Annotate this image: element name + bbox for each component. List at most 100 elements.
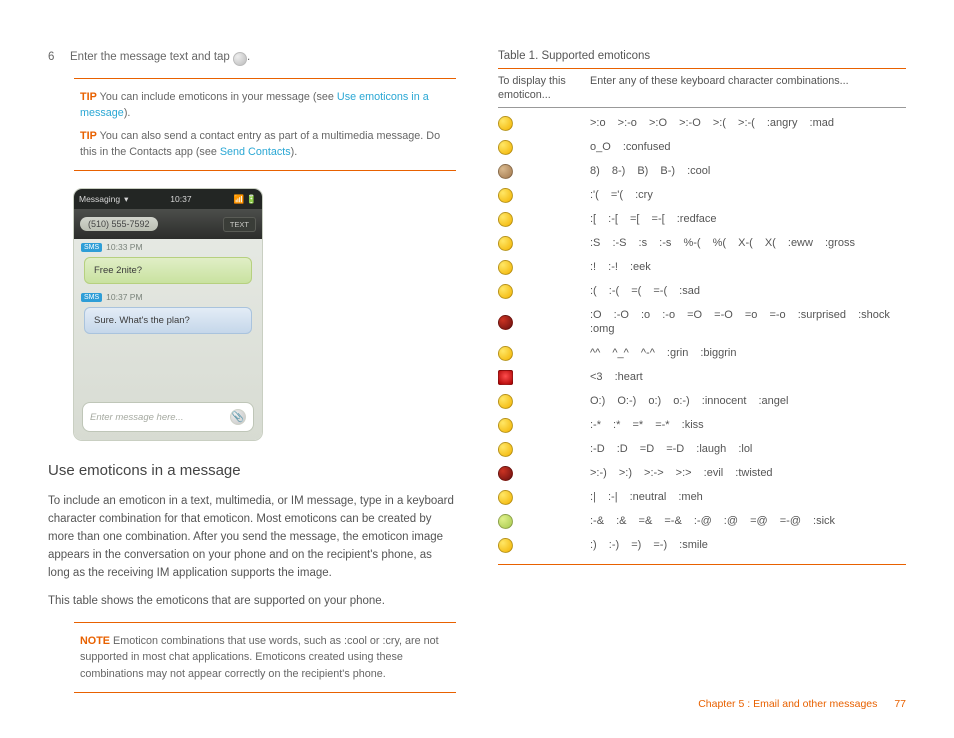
emoticon-icon [498, 370, 513, 385]
emoticon-icon-cell [498, 442, 590, 457]
table-title: Table 1. Supported emoticons [498, 50, 906, 62]
ts2: 10:37 PM [106, 292, 142, 302]
emoticon-combos: :[ :-[ =[ =-[ :redface [590, 212, 906, 227]
tip1-a: You can include emoticons in your messag… [100, 91, 337, 103]
emoticon-icon [498, 394, 513, 409]
emoticon-icon-cell [498, 188, 590, 203]
sms-badge: SMS [81, 293, 102, 302]
status-time: 10:37 [170, 194, 191, 204]
emoticon-combos: :-* :* =* =-* :kiss [590, 418, 906, 433]
emoticon-row: :[ :-[ =[ =-[ :redface [498, 207, 906, 231]
tip-row-1: TIP You can include emoticons in your me… [80, 89, 450, 121]
timestamp-row: SMS 10:37 PM [74, 289, 262, 305]
note-label: NOTE [80, 635, 110, 647]
emoticon-row: :-* :* =* =-* :kiss [498, 414, 906, 438]
step-text-b: . [247, 51, 250, 63]
tip-label: TIP [80, 91, 97, 103]
emoticon-row: :( :-( =( =-( :sad [498, 279, 906, 303]
timestamp-row: SMS 10:33 PM [74, 239, 262, 255]
emoticon-row: :-& :& =& =-& :-@ :@ =@ =-@ :sick [498, 510, 906, 534]
emoticon-icon [498, 466, 513, 481]
emoticon-row: o_O :confused [498, 135, 906, 159]
status-app: Messaging [79, 194, 120, 204]
emoticon-combos: :! :-! :eek [590, 260, 906, 275]
emoticon-combos: :'( ='( :cry [590, 188, 906, 203]
emoticon-combos: :-& :& =& =-& :-@ :@ =@ =-@ :sick [590, 514, 906, 529]
emoticon-icon-cell [498, 346, 590, 361]
emoticon-row: >:-) >:) >:-> >:> :evil :twisted [498, 462, 906, 486]
emoticon-icon [498, 418, 513, 433]
emoticon-combos: >:-) >:) >:-> >:> :evil :twisted [590, 466, 906, 481]
emoticon-row: O:) O:-) o:) o:-) :innocent :angel [498, 390, 906, 414]
emoticon-row: :-D :D =D =-D :laugh :lol [498, 438, 906, 462]
input-placeholder: Enter message here... [90, 412, 183, 423]
emoticon-icon-cell [498, 284, 590, 299]
emoticon-icon-cell [498, 538, 590, 553]
emoticon-icon [498, 442, 513, 457]
emoticon-icon [498, 514, 513, 529]
phone-statusbar: Messaging ▾ 10:37 📶 🔋 [74, 189, 262, 209]
emoticon-icon-cell [498, 490, 590, 505]
emoticon-icon [498, 260, 513, 275]
ts1: 10:33 PM [106, 242, 142, 252]
emoticon-icon-cell [498, 394, 590, 409]
phone-body: SMS 10:33 PM Free 2nite? SMS 10:37 PM Su… [74, 239, 262, 394]
tip2-link[interactable]: Send Contacts [220, 146, 291, 158]
left-column: 6 Enter the message text and tap . TIP Y… [48, 50, 456, 711]
emoticon-combos: o_O :confused [590, 140, 906, 155]
emoticon-icon [498, 164, 513, 179]
tip1-b: ). [124, 107, 131, 119]
note-box: NOTE Emoticon combinations that use word… [74, 622, 456, 693]
emoticon-icon [498, 315, 513, 330]
text-type-button[interactable]: TEXT [223, 217, 256, 232]
chevron-down-icon: ▾ [124, 194, 128, 205]
emoticon-row: :! :-! :eek [498, 255, 906, 279]
sms-badge: SMS [81, 243, 102, 252]
emoticon-row: :S :-S :s :-s %-( %( X-( X( :eww :gross [498, 231, 906, 255]
emoticon-icon [498, 538, 513, 553]
emoticon-combos: :| :-| :neutral :meh [590, 490, 906, 505]
incoming-bubble: Free 2nite? [84, 257, 252, 284]
para-1: To include an emoticon in a text, multim… [48, 493, 456, 582]
emoticon-combos: :O :-O :o :-o =O =-O =o =-o :surprised :… [590, 308, 906, 338]
right-column: Table 1. Supported emoticons To display … [498, 50, 906, 711]
emoticon-row: :O :-O :o :-o =O =-O =o =-o :surprised :… [498, 303, 906, 342]
tip-row-2: TIP You can also send a contact entry as… [80, 128, 450, 160]
note-text: Emoticon combinations that use words, su… [80, 635, 439, 679]
emoticon-combos: :-D :D =D =-D :laugh :lol [590, 442, 906, 457]
emoticon-icon [498, 188, 513, 203]
phone-screenshot: Messaging ▾ 10:37 📶 🔋 (510) 555-7592 TEX… [74, 189, 262, 440]
emoticon-icon-cell [498, 370, 590, 385]
table-header-b: Enter any of these keyboard character co… [590, 74, 906, 102]
emoticon-row: :| :-| :neutral :meh [498, 486, 906, 510]
emoticon-row: :) :-) =) =-) :smile [498, 534, 906, 558]
note-row: NOTE Emoticon combinations that use word… [80, 633, 450, 682]
table-header-row: To display this emoticon... Enter any of… [498, 68, 906, 108]
tip2-b: ). [291, 146, 298, 158]
section-heading: Use emoticons in a message [48, 462, 456, 479]
page-footer: Chapter 5 : Email and other messages 77 [698, 698, 906, 710]
emoticon-combos: :( :-( =( =-( :sad [590, 284, 906, 299]
emoticon-icon [498, 140, 513, 155]
emoticon-combos: :S :-S :s :-s %-( %( X-( X( :eww :gross [590, 236, 906, 251]
emoticon-icon-cell [498, 315, 590, 330]
emoticon-icon-cell [498, 236, 590, 251]
emoticon-icon-cell [498, 260, 590, 275]
table-header-a: To display this emoticon... [498, 74, 590, 102]
emoticon-icon-cell [498, 466, 590, 481]
emoticon-combos: O:) O:-) o:) o:-) :innocent :angel [590, 394, 906, 409]
emoticon-row: ^^ ^_^ ^-^ :grin :biggrin [498, 342, 906, 366]
attachment-icon[interactable]: 📎 [230, 409, 246, 425]
emoticon-icon-cell [498, 212, 590, 227]
phone-header: (510) 555-7592 TEXT [74, 209, 262, 239]
message-input[interactable]: Enter message here... 📎 [82, 402, 254, 432]
emoticon-combos: 8) 8-) B) B-) :cool [590, 164, 906, 179]
step-row: 6 Enter the message text and tap . [48, 50, 456, 66]
emoticon-combos: <3 :heart [590, 370, 906, 385]
emoticon-icon-cell [498, 164, 590, 179]
footer-page: 77 [894, 698, 906, 710]
send-icon [233, 52, 247, 66]
para-2: This table shows the emoticons that are … [48, 593, 456, 611]
emoticon-rows: >:o >:-o >:O >:-O >:( >:-( :angry :mado_… [498, 108, 906, 565]
phone-number-pill[interactable]: (510) 555-7592 [80, 217, 158, 231]
